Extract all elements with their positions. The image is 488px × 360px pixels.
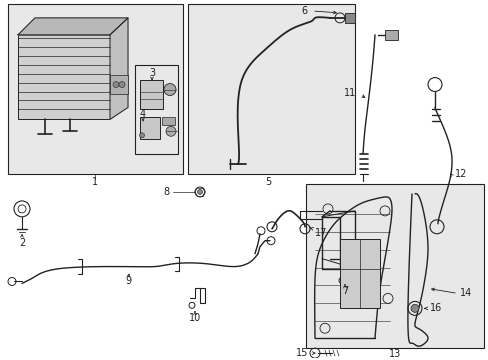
Text: 9: 9 — [124, 276, 131, 287]
Text: 16: 16 — [429, 303, 441, 313]
Text: 1: 1 — [92, 177, 98, 187]
Text: 13: 13 — [388, 349, 400, 359]
Circle shape — [197, 189, 202, 194]
Text: 14: 14 — [459, 288, 471, 298]
Bar — [8, 4, 183, 174]
Bar — [110, 75, 128, 94]
Bar — [384, 30, 397, 40]
Bar — [162, 117, 175, 125]
Circle shape — [163, 84, 176, 95]
Circle shape — [165, 126, 176, 136]
Text: 17: 17 — [314, 228, 326, 238]
Circle shape — [113, 82, 119, 87]
Text: 4: 4 — [140, 109, 146, 120]
Text: 5: 5 — [264, 177, 270, 187]
Text: 3: 3 — [149, 68, 155, 78]
Bar — [345, 13, 354, 23]
Bar — [140, 80, 163, 109]
Polygon shape — [18, 18, 128, 35]
Text: 7: 7 — [341, 287, 347, 296]
Text: 8: 8 — [163, 187, 170, 197]
Text: 11: 11 — [343, 87, 355, 98]
Circle shape — [139, 133, 144, 138]
Bar — [339, 239, 379, 309]
Circle shape — [119, 82, 125, 87]
Bar — [140, 117, 160, 139]
Bar — [18, 35, 110, 120]
Text: 15: 15 — [295, 348, 307, 358]
Bar — [187, 4, 354, 174]
Bar — [305, 184, 483, 348]
Bar — [135, 65, 178, 154]
Text: 10: 10 — [188, 313, 201, 323]
Text: 2: 2 — [19, 238, 25, 248]
Polygon shape — [110, 18, 128, 120]
Text: 6: 6 — [301, 6, 307, 16]
Text: 12: 12 — [454, 169, 467, 179]
Circle shape — [410, 304, 418, 312]
